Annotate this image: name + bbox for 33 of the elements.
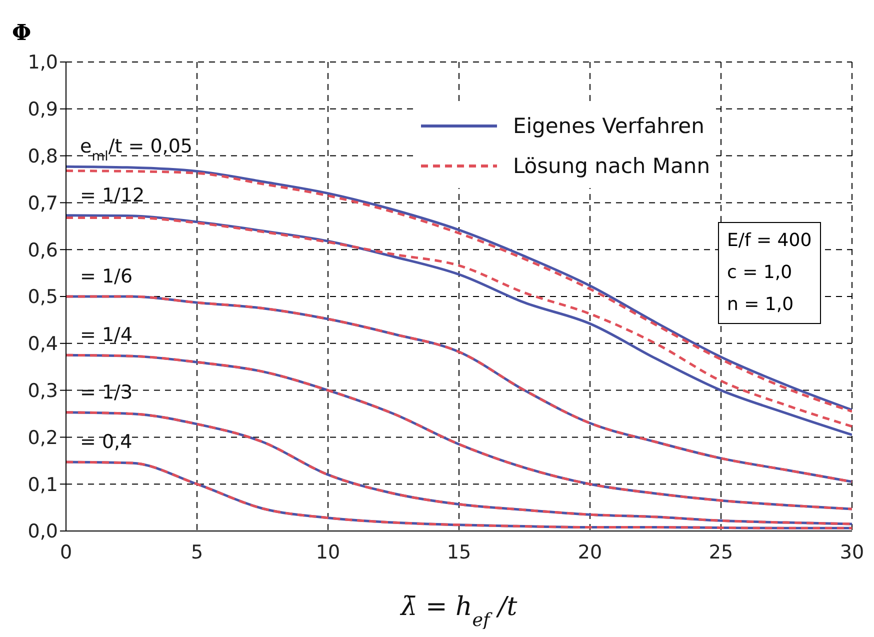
x-axis-title: λ̄ = h$_{ef}$ /t	[400, 592, 518, 630]
x-tick-label: 5	[190, 541, 204, 564]
y-tick-label: 1,0	[28, 52, 58, 74]
annotation: n = 1,0	[727, 294, 794, 315]
y-tick-label: 0,3	[28, 380, 58, 402]
annotation: = 1/4	[80, 324, 133, 346]
y-tick-label: 0,4	[28, 333, 58, 356]
annotation: e$_{ml}$/t = 0,05	[80, 136, 193, 164]
annotation: E/f = 400	[727, 230, 812, 251]
line-series	[66, 411, 852, 526]
x-tick-label: 10	[316, 541, 340, 564]
legend-label: Eigenes Verfahren	[512, 114, 704, 138]
legend-label: Lösung nach Mann	[512, 154, 710, 178]
annotation: = 1/3	[80, 381, 133, 404]
annotation: = 1/6	[80, 266, 133, 288]
x-tick-label: 0	[60, 541, 72, 564]
y-axis-title: Φ	[12, 20, 32, 46]
x-tick-label: 20	[578, 541, 602, 564]
y-tick-label: 0,0	[28, 520, 58, 543]
y-tick-label: 0,9	[28, 98, 58, 121]
annotation: = 0,4	[80, 431, 132, 454]
x-tick-label: 15	[446, 541, 472, 564]
line-series	[66, 295, 852, 484]
y-tick-label: 0,5	[28, 286, 58, 308]
y-tick-label: 0,2	[28, 426, 58, 449]
y-tick-label: 0,8	[28, 146, 58, 168]
y-tick-label: 0,6	[28, 239, 58, 262]
x-tick-label: 30	[840, 541, 864, 564]
x-tick-label: 25	[708, 541, 734, 564]
y-tick-label: 0,7	[28, 192, 58, 214]
annotation: c = 1,0	[727, 262, 792, 283]
annotation: = 1/12	[80, 184, 145, 206]
y-tick-label: 0,1	[28, 474, 58, 496]
